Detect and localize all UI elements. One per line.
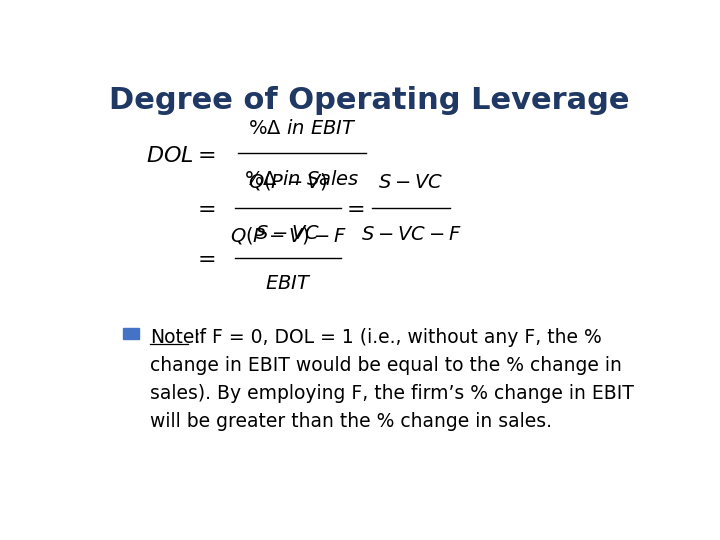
Text: $S-VC$: $S-VC$: [378, 173, 444, 192]
Text: $Q(P-V)-F$: $Q(P-V)-F$: [230, 225, 346, 246]
Text: $DOL =$: $DOL =$: [145, 146, 215, 166]
Text: $=$: $=$: [342, 198, 364, 218]
Bar: [124, 328, 139, 339]
Text: Note:: Note:: [150, 328, 200, 347]
Text: Degree of Operating Leverage: Degree of Operating Leverage: [109, 85, 629, 114]
Text: $=$: $=$: [193, 248, 216, 268]
Text: If F = 0, DOL = 1 (i.e., without any F, the %: If F = 0, DOL = 1 (i.e., without any F, …: [188, 328, 601, 347]
Text: $S-VC-F$: $S-VC-F$: [361, 225, 462, 244]
Text: $Q(P-V)$: $Q(P-V)$: [248, 171, 328, 192]
Text: change in EBIT would be equal to the % change in: change in EBIT would be equal to the % c…: [150, 356, 621, 375]
Text: will be greater than the % change in sales.: will be greater than the % change in sal…: [150, 413, 552, 431]
Text: $S-VC$: $S-VC$: [256, 224, 320, 243]
Text: $\%\Delta$ in EBIT: $\%\Delta$ in EBIT: [248, 119, 356, 138]
Text: $\%\Delta$ in Sales: $\%\Delta$ in Sales: [244, 170, 360, 188]
Text: $=$: $=$: [193, 198, 216, 218]
Text: sales). By employing F, the firm’s % change in EBIT: sales). By employing F, the firm’s % cha…: [150, 384, 634, 403]
Text: $EBIT$: $EBIT$: [265, 274, 312, 293]
